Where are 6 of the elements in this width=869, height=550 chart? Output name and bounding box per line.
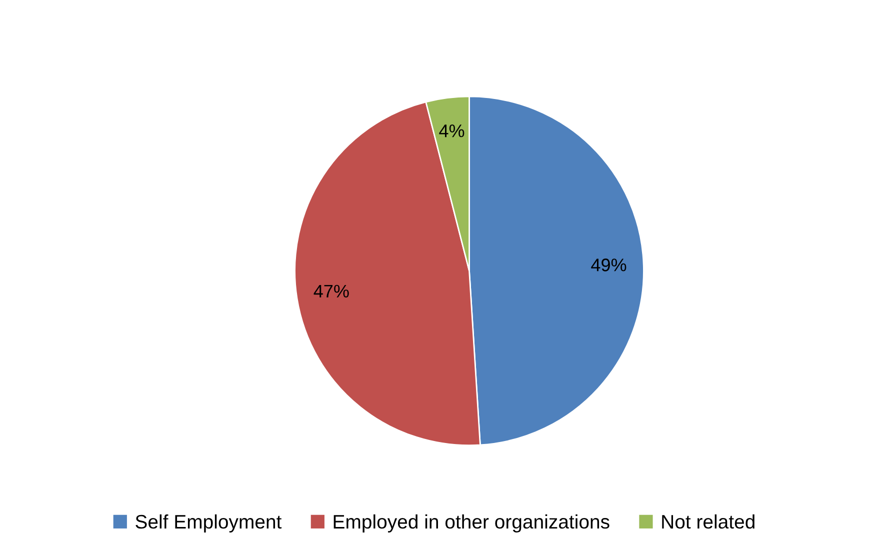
legend-label: Not related: [662, 514, 754, 529]
data-label: 47%: [314, 284, 349, 298]
legend-label: Self Employment: [136, 514, 282, 532]
data-label: 4%: [439, 124, 464, 138]
legend-label: Employed in other organizations: [334, 514, 610, 532]
data-label: 49%: [591, 258, 626, 272]
